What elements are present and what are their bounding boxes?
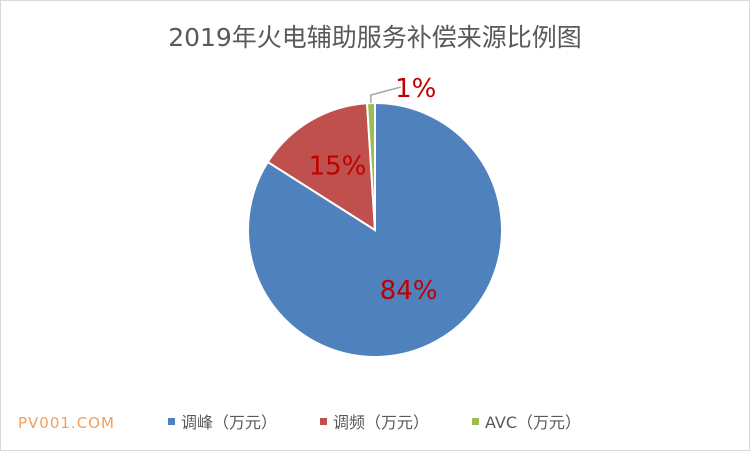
leader-line-2	[369, 86, 401, 104]
pie-slice-1	[266, 102, 377, 232]
legend-swatch-2	[472, 417, 479, 425]
legend-item-0: 调峰（万元）	[168, 410, 277, 432]
data-label-0: 84%	[380, 276, 438, 306]
legend-swatch-1	[320, 417, 327, 425]
legend-item-1: 调频（万元）	[320, 410, 429, 432]
legend-swatch-0	[168, 417, 175, 425]
chart-title: 2019年火电辅助服务补偿来源比例图	[168, 23, 582, 52]
legend: 调峰（万元） 调频（万元） AVC（万元）	[0, 410, 750, 432]
legend-item-2: AVC（万元）	[472, 410, 581, 432]
legend-label-2: AVC（万元）	[485, 413, 582, 432]
data-label-1: 15%	[309, 152, 367, 182]
watermark: PV001.COM	[18, 414, 115, 432]
pie-slice-2	[365, 101, 376, 231]
data-label-2: 1%	[395, 74, 436, 104]
legend-label-1: 调频（万元）	[333, 413, 430, 432]
legend-label-0: 调峰（万元）	[181, 413, 278, 432]
